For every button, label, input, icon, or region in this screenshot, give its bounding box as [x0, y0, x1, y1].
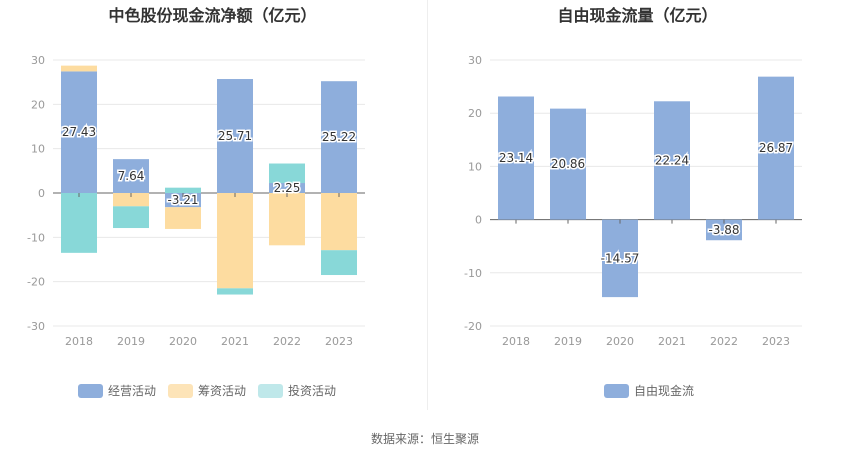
y-tick-label: 30: [468, 54, 482, 67]
y-tick-label: 10: [468, 160, 482, 173]
bar-1-series2-2022: [269, 193, 305, 246]
bar-2-series1-2023: [758, 76, 794, 220]
bar-1-series1-2022: [269, 183, 305, 193]
bar-2-series1-2022: [706, 219, 742, 241]
chart2-legend: 自由现金流: [598, 382, 700, 399]
x-tick-label: 2018: [502, 335, 530, 348]
x-tick-label: 2019: [117, 335, 145, 348]
bar-1-series1-2020: [165, 193, 201, 208]
x-tick-label: 2021: [658, 335, 686, 348]
data-label: 23.14: [499, 151, 533, 165]
bar-2-series1-2019: [550, 108, 586, 220]
bar-1-series2-2020: [165, 207, 201, 229]
bar-1-series1-2018: [61, 71, 97, 193]
legend-swatch-financing: [168, 383, 194, 398]
legend-label-financing: 筹资活动: [198, 384, 247, 398]
chart-divider: [427, 0, 428, 410]
legend-swatch-operating: [78, 383, 103, 398]
bar-1-series2-2019: [113, 193, 149, 207]
data-label: 25.22: [322, 130, 356, 144]
legend-item-operating[interactable]: 经营活动: [78, 382, 156, 399]
data-label: -3.88: [708, 223, 739, 237]
data-label: 7.64: [118, 169, 145, 183]
x-tick-label: 2018: [65, 335, 93, 348]
data-source: 数据来源：恒生聚源: [370, 432, 479, 446]
data-label: 22.24: [655, 153, 689, 167]
bar-1-series3-2022: [269, 163, 305, 184]
x-tick-label: 2021: [221, 335, 249, 348]
legend-label-investing: 投资活动: [288, 384, 337, 398]
bar-1-series3-2018: [61, 193, 97, 253]
chart1-legend: 经营活动 筹资活动 投资活动: [72, 382, 342, 399]
bar-1-series1-2021: [217, 79, 253, 193]
bar-1-series3-2020: [165, 187, 201, 193]
x-tick-label: 2022: [273, 335, 301, 348]
legend-label-fcf: 自由现金流: [634, 384, 695, 398]
data-label: -14.57: [601, 251, 640, 265]
bar-2-series1-2021: [654, 101, 690, 220]
chart1-title: 中色股份现金流净额（亿元）: [108, 6, 317, 25]
bar-2-series1-2018: [498, 96, 534, 220]
bar-1-series2-2021: [217, 193, 253, 289]
data-label: 20.86: [551, 157, 585, 171]
x-tick-label: 2020: [169, 335, 197, 348]
bar-1-series1-2019: [113, 159, 149, 193]
data-label: 25.71: [218, 129, 252, 143]
bar-1-series2-2018: [61, 65, 97, 72]
legend-item-financing[interactable]: 筹资活动: [168, 382, 246, 399]
bar-2-series1-2020: [602, 219, 638, 298]
bar-1-series3-2023: [321, 250, 357, 276]
x-tick-label: 2020: [606, 335, 634, 348]
chart2-title: 自由现金流量（亿元）: [557, 6, 718, 25]
legend-item-fcf[interactable]: 自由现金流: [604, 382, 694, 399]
bar-1-series3-2019: [113, 206, 149, 229]
data-label: -3.21: [167, 193, 198, 207]
x-tick-label: 2023: [762, 335, 790, 348]
y-tick-label: -20: [27, 276, 45, 289]
legend-swatch-fcf: [604, 383, 629, 398]
legend-swatch-investing: [258, 383, 284, 398]
x-tick-label: 2019: [554, 335, 582, 348]
x-tick-label: 2023: [325, 335, 353, 348]
x-tick-label: 2022: [710, 335, 738, 348]
legend-label-operating: 经营活动: [108, 384, 157, 398]
y-tick-label: -20: [464, 320, 482, 333]
y-tick-label: 20: [31, 98, 45, 111]
y-tick-label: -10: [27, 231, 45, 244]
y-tick-label: -30: [27, 320, 45, 333]
y-tick-label: 20: [468, 107, 482, 120]
data-label: 2.25: [274, 181, 301, 195]
legend-item-investing[interactable]: 投资活动: [258, 382, 336, 399]
y-tick-label: 10: [31, 143, 45, 156]
y-tick-label: 30: [31, 54, 45, 67]
bar-1-series1-2023: [321, 81, 357, 193]
y-tick-label: 0: [38, 187, 45, 200]
bar-1-series2-2023: [321, 193, 357, 251]
y-tick-label: -10: [464, 267, 482, 280]
data-label: 26.87: [759, 141, 793, 155]
y-tick-label: 0: [475, 214, 482, 227]
data-label: 27.43: [62, 125, 96, 139]
bar-1-series3-2021: [217, 288, 253, 295]
